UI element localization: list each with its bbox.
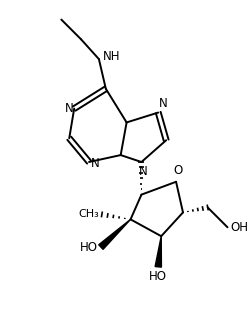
Text: NH: NH: [103, 50, 120, 63]
Text: CH₃: CH₃: [78, 209, 99, 219]
Text: N: N: [159, 97, 168, 110]
Text: OH: OH: [231, 221, 248, 234]
Text: N: N: [91, 157, 100, 170]
Text: O: O: [173, 164, 183, 177]
Text: HO: HO: [80, 240, 98, 254]
Polygon shape: [99, 219, 131, 249]
Polygon shape: [155, 236, 162, 267]
Text: HO: HO: [149, 270, 167, 283]
Text: N: N: [65, 102, 73, 115]
Text: N: N: [139, 165, 148, 178]
